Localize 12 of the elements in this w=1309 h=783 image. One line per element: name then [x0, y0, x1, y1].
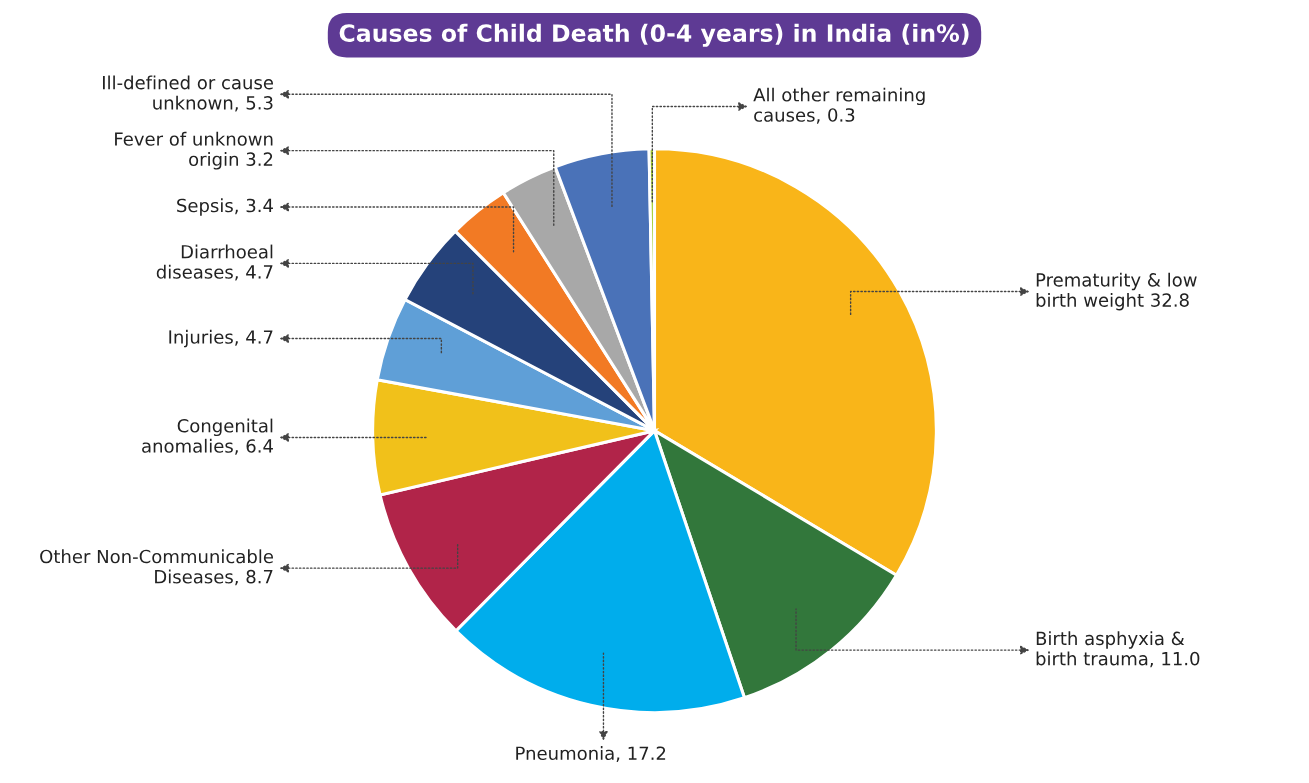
slice-label: Ill-defined or cause unknown, 5.3 [103, 75, 273, 112]
slice-label: Diarrhoeal diseases, 4.7 [156, 244, 273, 281]
slice-label: Injuries, 4.7 [169, 329, 273, 348]
slice-label: All other remaining causes, 0.3 [753, 87, 925, 124]
slice-label: Sepsis, 3.4 [177, 198, 273, 216]
slice-label: Other Non-Communicable Diseases, 8.7 [40, 549, 273, 586]
slice-label: Congenital anomalies, 6.4 [142, 418, 273, 455]
slice-label: Fever of unknown origin 3.2 [115, 131, 273, 170]
chart-title: Causes of Child Death (0-4 years) in India (in%) [339, 23, 969, 47]
slice-label: Birth asphyxia & birth trauma, 11.0 [1036, 631, 1200, 668]
slice-label: Prematurity & low birth weight 32.8 [1036, 272, 1197, 311]
slice-label: Pneumonia, 17.2 [516, 746, 666, 762]
